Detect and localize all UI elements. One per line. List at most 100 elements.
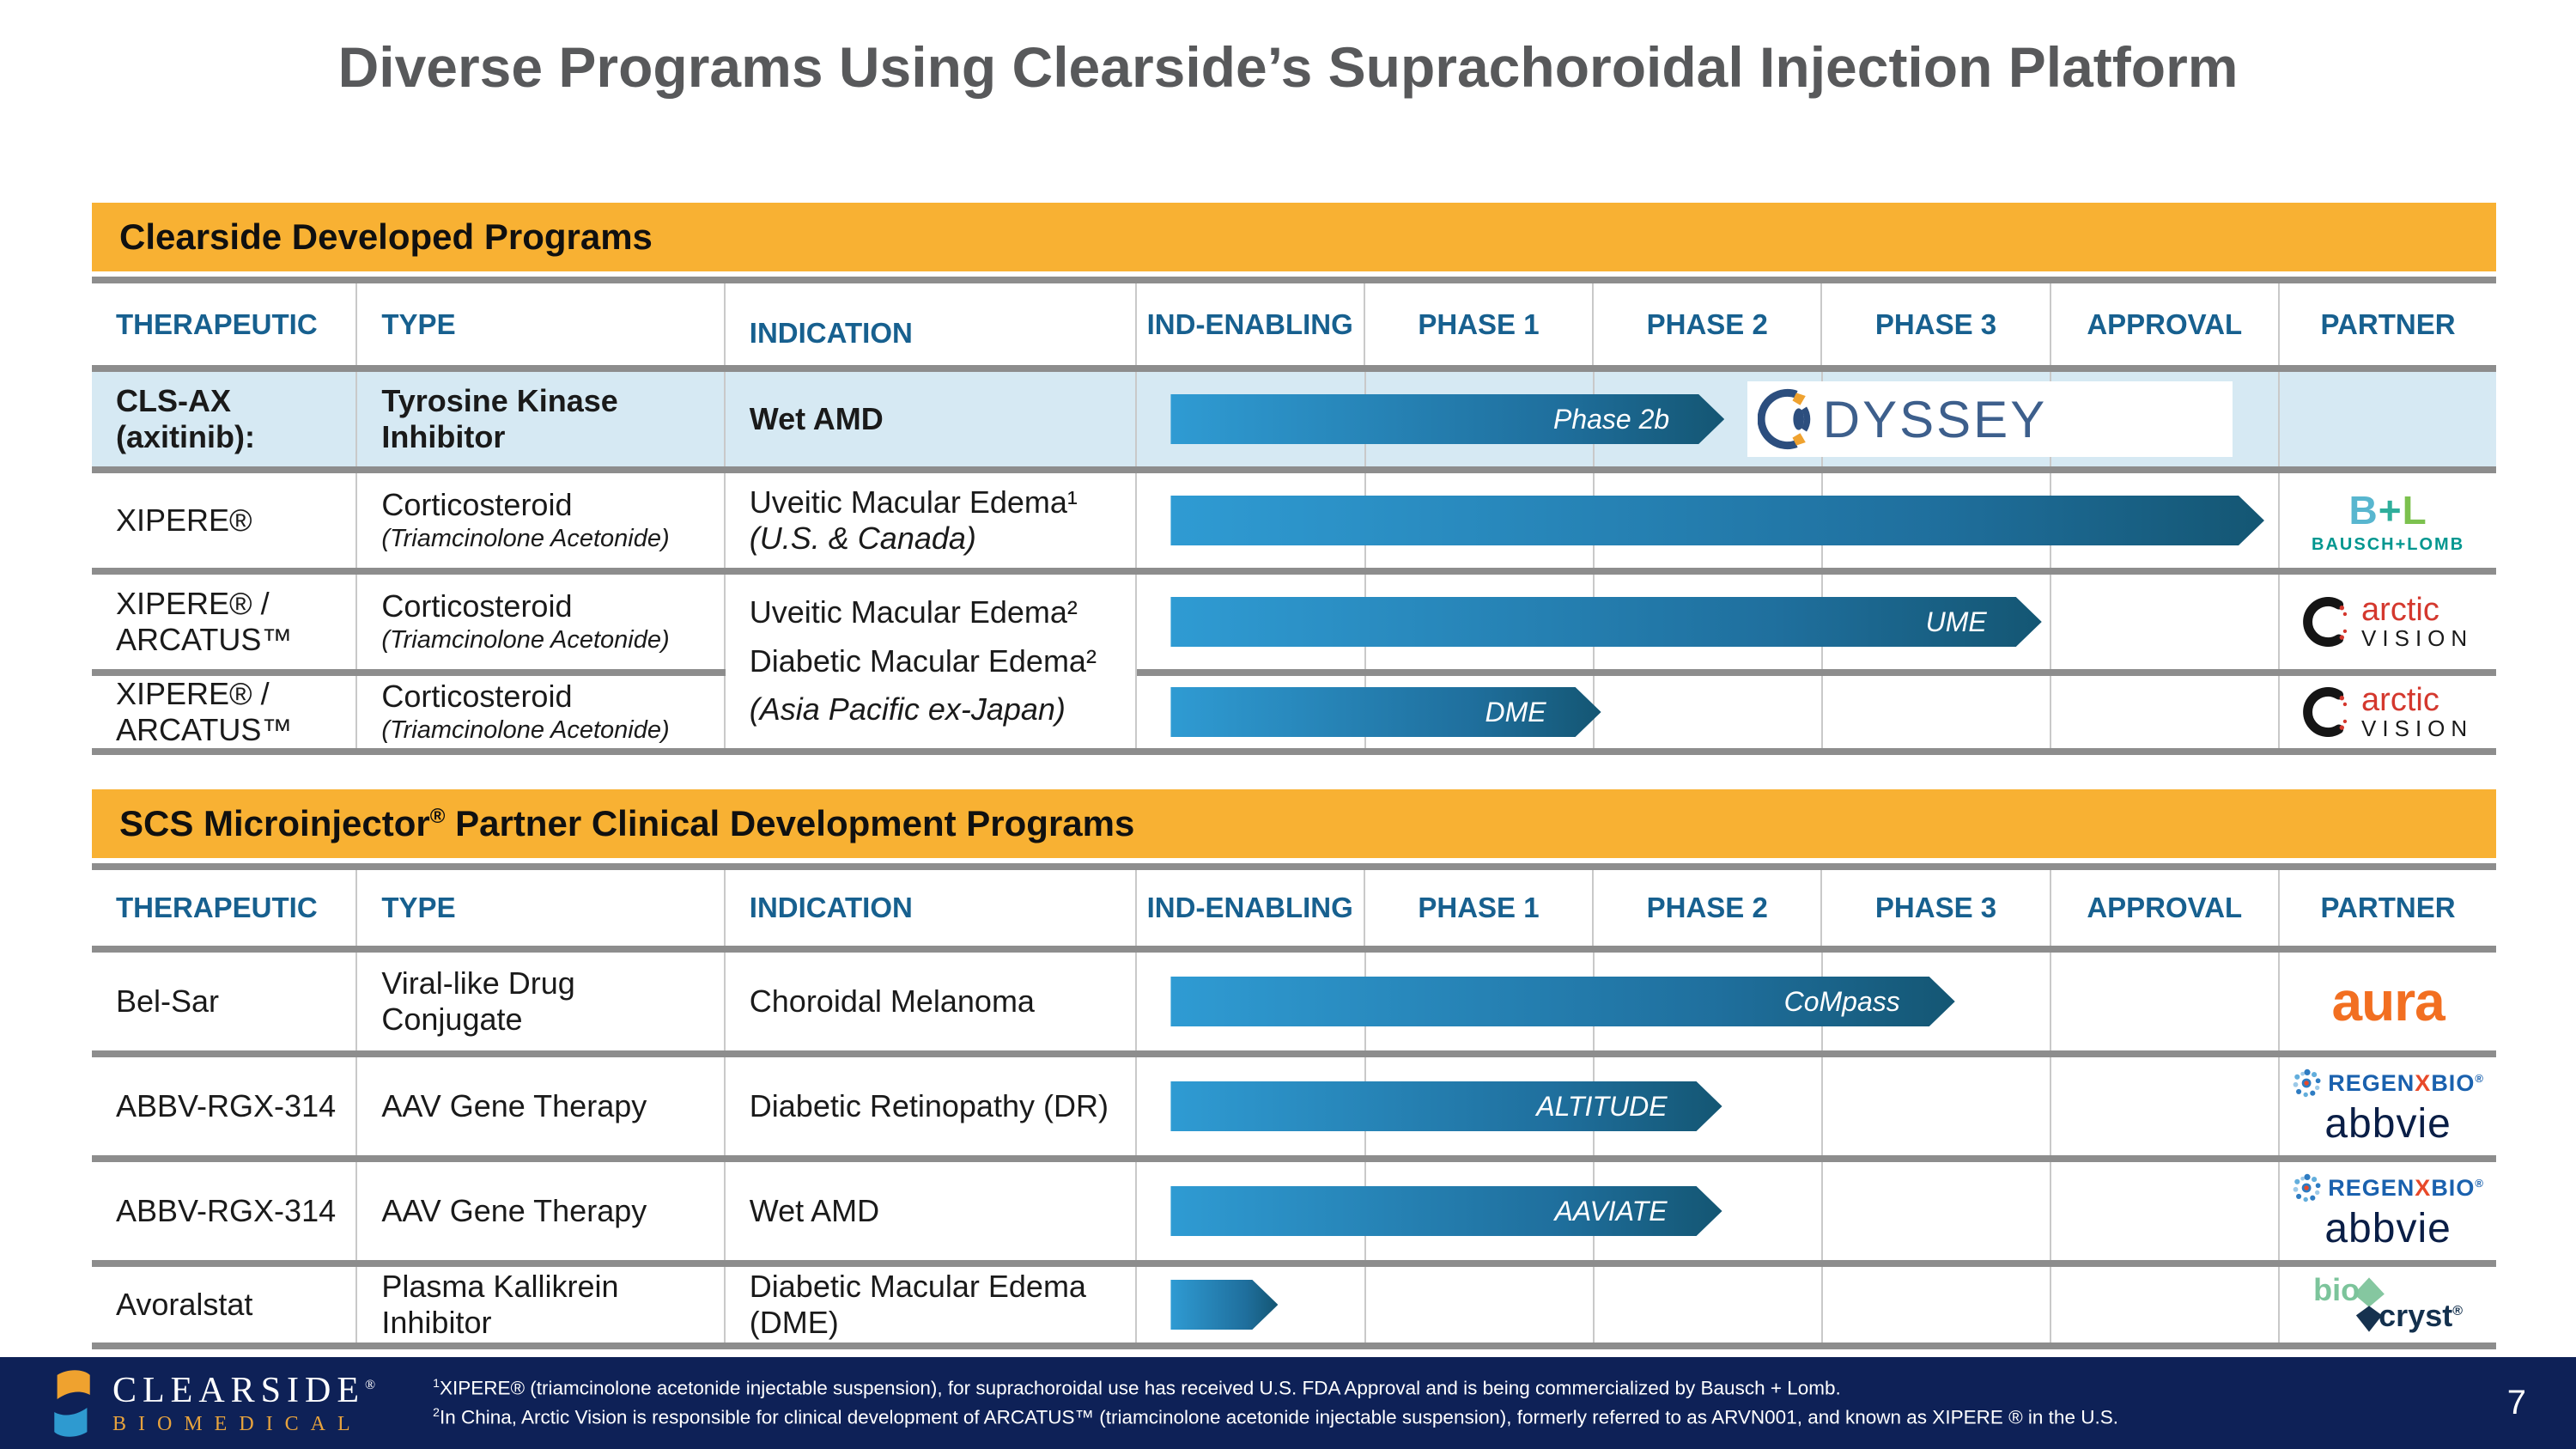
table-row-rgx314-amd-indication: Wet AMD	[725, 1162, 1137, 1260]
bar-label: UME	[1925, 606, 1987, 637]
row-divider	[92, 1260, 2497, 1267]
table-row-cls-ax-type: Tyrosine Kinase Inhibitor	[357, 372, 726, 466]
col-header-phase2: PHASE 2	[1594, 870, 1823, 946]
row-divider	[92, 568, 2497, 575]
row-divider	[1136, 669, 2497, 676]
partner-cell-regenxbio-abbvie: REGENXBIO® abbvie	[2279, 1057, 2497, 1155]
footer-bar: CLEARSIDE® BIOMEDICAL 1XIPERE® (triamcin…	[0, 1357, 2576, 1449]
partner-cell-arctic-vision: arctic VISION	[2279, 676, 2497, 748]
partner-cell-empty	[2279, 372, 2497, 466]
bar-label: Phase 2b	[1552, 403, 1670, 435]
table-row-arcatus-dme-therapeutic: XIPERE® / ARCATUS™	[92, 676, 358, 748]
odyssey-trial-logo: DYSSEY	[1747, 381, 2233, 457]
table-row-arcatus-dme-type: Corticosteroid (Triamcinolone Acetonide)	[357, 676, 726, 748]
bar-label: DME	[1485, 696, 1546, 728]
clearside-logo-text: CLEARSIDE®	[112, 1370, 382, 1410]
table-row-belsar-indication: Choroidal Melanoma	[725, 953, 1137, 1050]
phase-track: Phase 2b DYSSEY	[1136, 372, 2280, 466]
regenxbio-abbvie-logo: REGENXBIO® abbvie	[2292, 1068, 2484, 1145]
footnote-2: 2In China, Arctic Vision is responsible …	[433, 1404, 2118, 1428]
section-partner-programs: SCS Microinjector® Partner Clinical Deve…	[92, 789, 2497, 1349]
table-row-rgx314-dr-therapeutic: ABBV-RGX-314	[92, 1057, 358, 1155]
phase-progress-bar: ALTITUDE	[1170, 1081, 1722, 1131]
section1-band: Clearside Developed Programs	[92, 203, 2496, 271]
arctic-vision-logo: arctic VISION	[2303, 594, 2473, 651]
col-header-type: TYPE	[357, 283, 726, 365]
footnote-1: 1XIPERE® (triamcinolone acetonide inject…	[433, 1376, 1841, 1399]
tables-container: Clearside Developed Programs THERAPEUTIC…	[92, 203, 2497, 1349]
table-row-cls-ax-indication: Wet AMD	[725, 372, 1137, 466]
phase-progress-bar	[1170, 1280, 1278, 1330]
col-header-ind-enabling: IND-ENABLING	[1137, 870, 1365, 946]
col-header-partner: PARTNER	[2320, 892, 2456, 923]
table-row-arcatus-ume-type: Corticosteroid (Triamcinolone Acetonide)	[357, 575, 726, 669]
col-header-ind-enabling: IND-ENABLING	[1137, 283, 1365, 365]
biomedical-logo-text: BIOMEDICAL	[112, 1412, 362, 1435]
table-row-belsar-therapeutic: Bel-Sar	[92, 953, 358, 1050]
arctic-vision-logo: arctic VISION	[2303, 684, 2473, 741]
col-header-indication: INDICATION	[726, 870, 1137, 946]
table-row-belsar-type: Viral-like Drug Conjugate	[357, 953, 726, 1050]
biocryst-logo: bio cryst®	[2313, 1272, 2464, 1333]
partner-cell-aura: aura	[2279, 953, 2497, 1050]
abbvie-logo-text: abbvie	[2324, 1101, 2451, 1147]
regenxbio-abbvie-logo: REGENXBIO® abbvie	[2292, 1172, 2484, 1250]
table2-body: Bel-Sar Viral-like Drug Conjugate Choroi…	[92, 946, 2497, 1349]
table-row-avoralstat-therapeutic: Avoralstat	[92, 1267, 358, 1342]
arctic-vision-icon	[2303, 597, 2348, 647]
table-row-xipere-indication: Uveitic Macular Edema¹ (U.S. & Canada)	[725, 473, 1137, 568]
col-header-phase3: PHASE 3	[1822, 283, 2051, 365]
row-divider	[92, 1342, 2497, 1349]
phase-track	[1136, 473, 2280, 568]
aura-logo: aura	[2331, 971, 2445, 1032]
phase-progress-bar: UME	[1170, 597, 2041, 647]
col-header-type: TYPE	[357, 870, 726, 946]
regenxbio-icon	[2293, 1173, 2321, 1202]
phase-track	[1136, 1267, 2280, 1342]
col-header-phase1: PHASE 1	[1365, 283, 1595, 365]
row-divider	[92, 863, 2496, 870]
row-divider	[92, 1155, 2497, 1162]
col-header-indication: INDICATION	[726, 283, 1137, 365]
table-row-avoralstat-indication: Diabetic Macular Edema (DME)	[725, 1267, 1137, 1342]
partner-cell-arctic-vision: arctic VISION	[2279, 575, 2497, 669]
row-divider	[92, 466, 2497, 473]
row-divider	[92, 748, 2497, 755]
table-row-cls-ax-therapeutic: CLS-AX (axitinib):	[92, 372, 358, 466]
row-divider	[92, 365, 2497, 372]
phase-progress-bar: DME	[1170, 687, 1601, 737]
phase-track: ALTITUDE	[1136, 1057, 2280, 1155]
row-divider	[92, 669, 726, 676]
col-header-approval: APPROVAL	[2051, 283, 2280, 365]
table-row-rgx314-amd-therapeutic: ABBV-RGX-314	[92, 1162, 358, 1260]
table2-header-row: THERAPEUTIC TYPE INDICATION IND-ENABLING…	[92, 870, 2496, 946]
phase-track: UME	[1136, 575, 2280, 669]
col-header-phase2: PHASE 2	[1594, 283, 1823, 365]
odyssey-logo-text: DYSSEY	[1822, 390, 2048, 448]
page-number: 7	[2506, 1384, 2526, 1422]
phase-progress-bar: Phase 2b	[1170, 394, 1724, 444]
clearside-logo-icon	[54, 1369, 90, 1437]
clearside-biomedical-logo: CLEARSIDE® BIOMEDICAL	[47, 1367, 381, 1440]
bar-label: AAVIATE	[1554, 1195, 1668, 1227]
footnotes: 1XIPERE® (triamcinolone acetonide inject…	[433, 1374, 2118, 1431]
biocryst-icon	[2354, 1277, 2385, 1332]
merged-indication-cell: Uveitic Macular Edema² Diabetic Macular …	[725, 575, 1137, 748]
bar-label: ALTITUDE	[1536, 1090, 1668, 1122]
col-header-phase3: PHASE 3	[1822, 870, 2051, 946]
table-row-rgx314-dr-indication: Diabetic Retinopathy (DR)	[725, 1057, 1137, 1155]
odyssey-logo-icon	[1757, 388, 1811, 450]
section-clearside-programs: Clearside Developed Programs THERAPEUTIC…	[92, 203, 2497, 755]
regenxbio-icon	[2293, 1068, 2321, 1098]
table-row-rgx314-dr-type: AAV Gene Therapy	[357, 1057, 726, 1155]
row-divider	[92, 1050, 2497, 1057]
phase-track: CoMpass	[1136, 953, 2280, 1050]
table1-header-row: THERAPEUTIC TYPE INDICATION IND-ENABLING…	[92, 283, 2496, 365]
phase-progress-bar: AAVIATE	[1170, 1186, 1722, 1236]
section2-band: SCS Microinjector® Partner Clinical Deve…	[92, 789, 2496, 858]
partner-cell-biocryst: bio cryst®	[2279, 1267, 2497, 1342]
table-row-xipere-therapeutic: XIPERE®	[92, 473, 358, 568]
table-row-avoralstat-type: Plasma Kallikrein Inhibitor	[357, 1267, 726, 1342]
col-header-partner: PARTNER	[2320, 307, 2456, 340]
